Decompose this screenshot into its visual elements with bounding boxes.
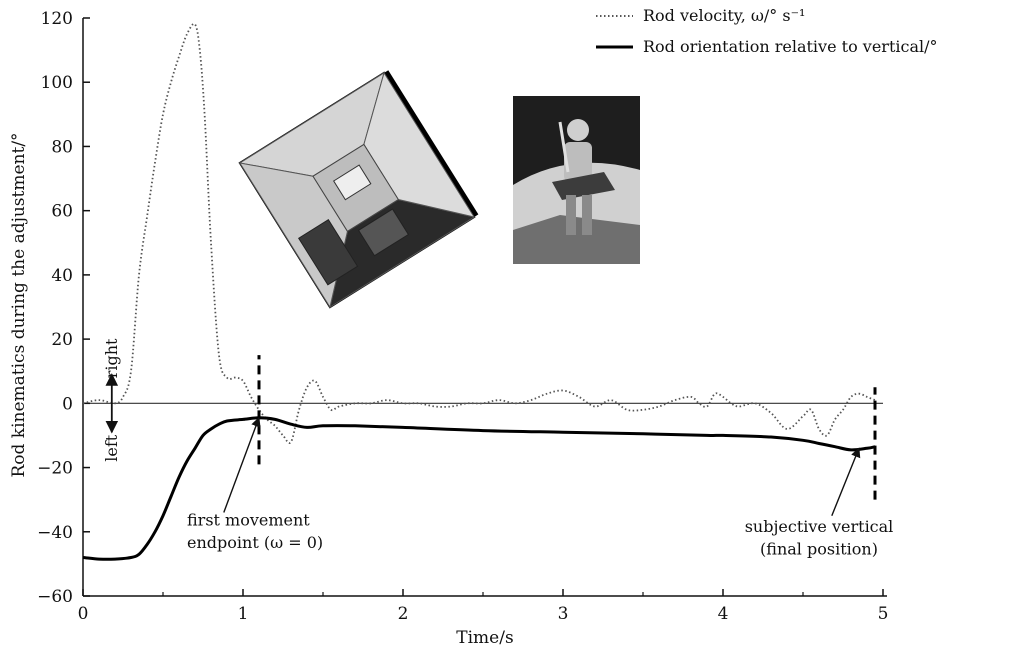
series-rod-velocity (82, 22, 876, 444)
legend: Rod velocity, ω/° s⁻¹ Rod orientation re… (596, 6, 938, 56)
legend-label-orientation: Rod orientation relative to vertical/° (643, 37, 938, 56)
y-axis-ticks: −60 −40 −20 0 20 40 60 80 100 120 (37, 9, 90, 607)
y-tick-label: 0 (62, 394, 73, 414)
x-tick-label: 1 (238, 604, 249, 624)
annotation-left: left (102, 434, 121, 462)
y-tick-label: 40 (51, 266, 73, 286)
y-tick-label: −40 (37, 523, 73, 543)
annotation-right: right (102, 338, 121, 378)
y-axis-title: Rod kinematics during the adjustment/° (9, 132, 29, 477)
y-tick-label: −20 (37, 459, 73, 479)
annotation-arrows (223, 416, 861, 516)
x-tick-label: 0 (78, 604, 89, 624)
annotation-arrow-final-position (831, 447, 861, 516)
y-tick-label: 120 (41, 9, 73, 29)
annotation-endpoint: endpoint (ω = 0) (187, 533, 323, 552)
seated-participant-image (513, 96, 640, 264)
x-axis-ticks: 0 1 2 3 4 5 (78, 589, 889, 624)
x-tick-label: 4 (718, 604, 729, 624)
x-tick-label: 3 (558, 604, 569, 624)
annotation-arrow-first-movement-endpoint (223, 416, 261, 513)
series-rod-orientation (82, 416, 876, 561)
tilted-room-image (232, 65, 482, 315)
y-tick-label: −60 (37, 587, 73, 607)
x-axis-title: Time/s (456, 628, 513, 648)
annotation-final-position: (final position) (760, 539, 878, 558)
event-markers (257, 355, 877, 500)
annotation-subjective-vertical: subjective vertical (745, 517, 894, 536)
y-tick-label: 100 (41, 73, 73, 93)
x-tick-label: 5 (878, 604, 889, 624)
y-tick-label: 20 (51, 330, 73, 350)
y-tick-label: 60 (51, 202, 73, 222)
annotation-first-movement: first movement (187, 510, 310, 529)
y-tick-label: 80 (51, 137, 73, 157)
legend-label-velocity: Rod velocity, ω/° s⁻¹ (643, 6, 805, 25)
x-tick-label: 2 (398, 604, 409, 624)
